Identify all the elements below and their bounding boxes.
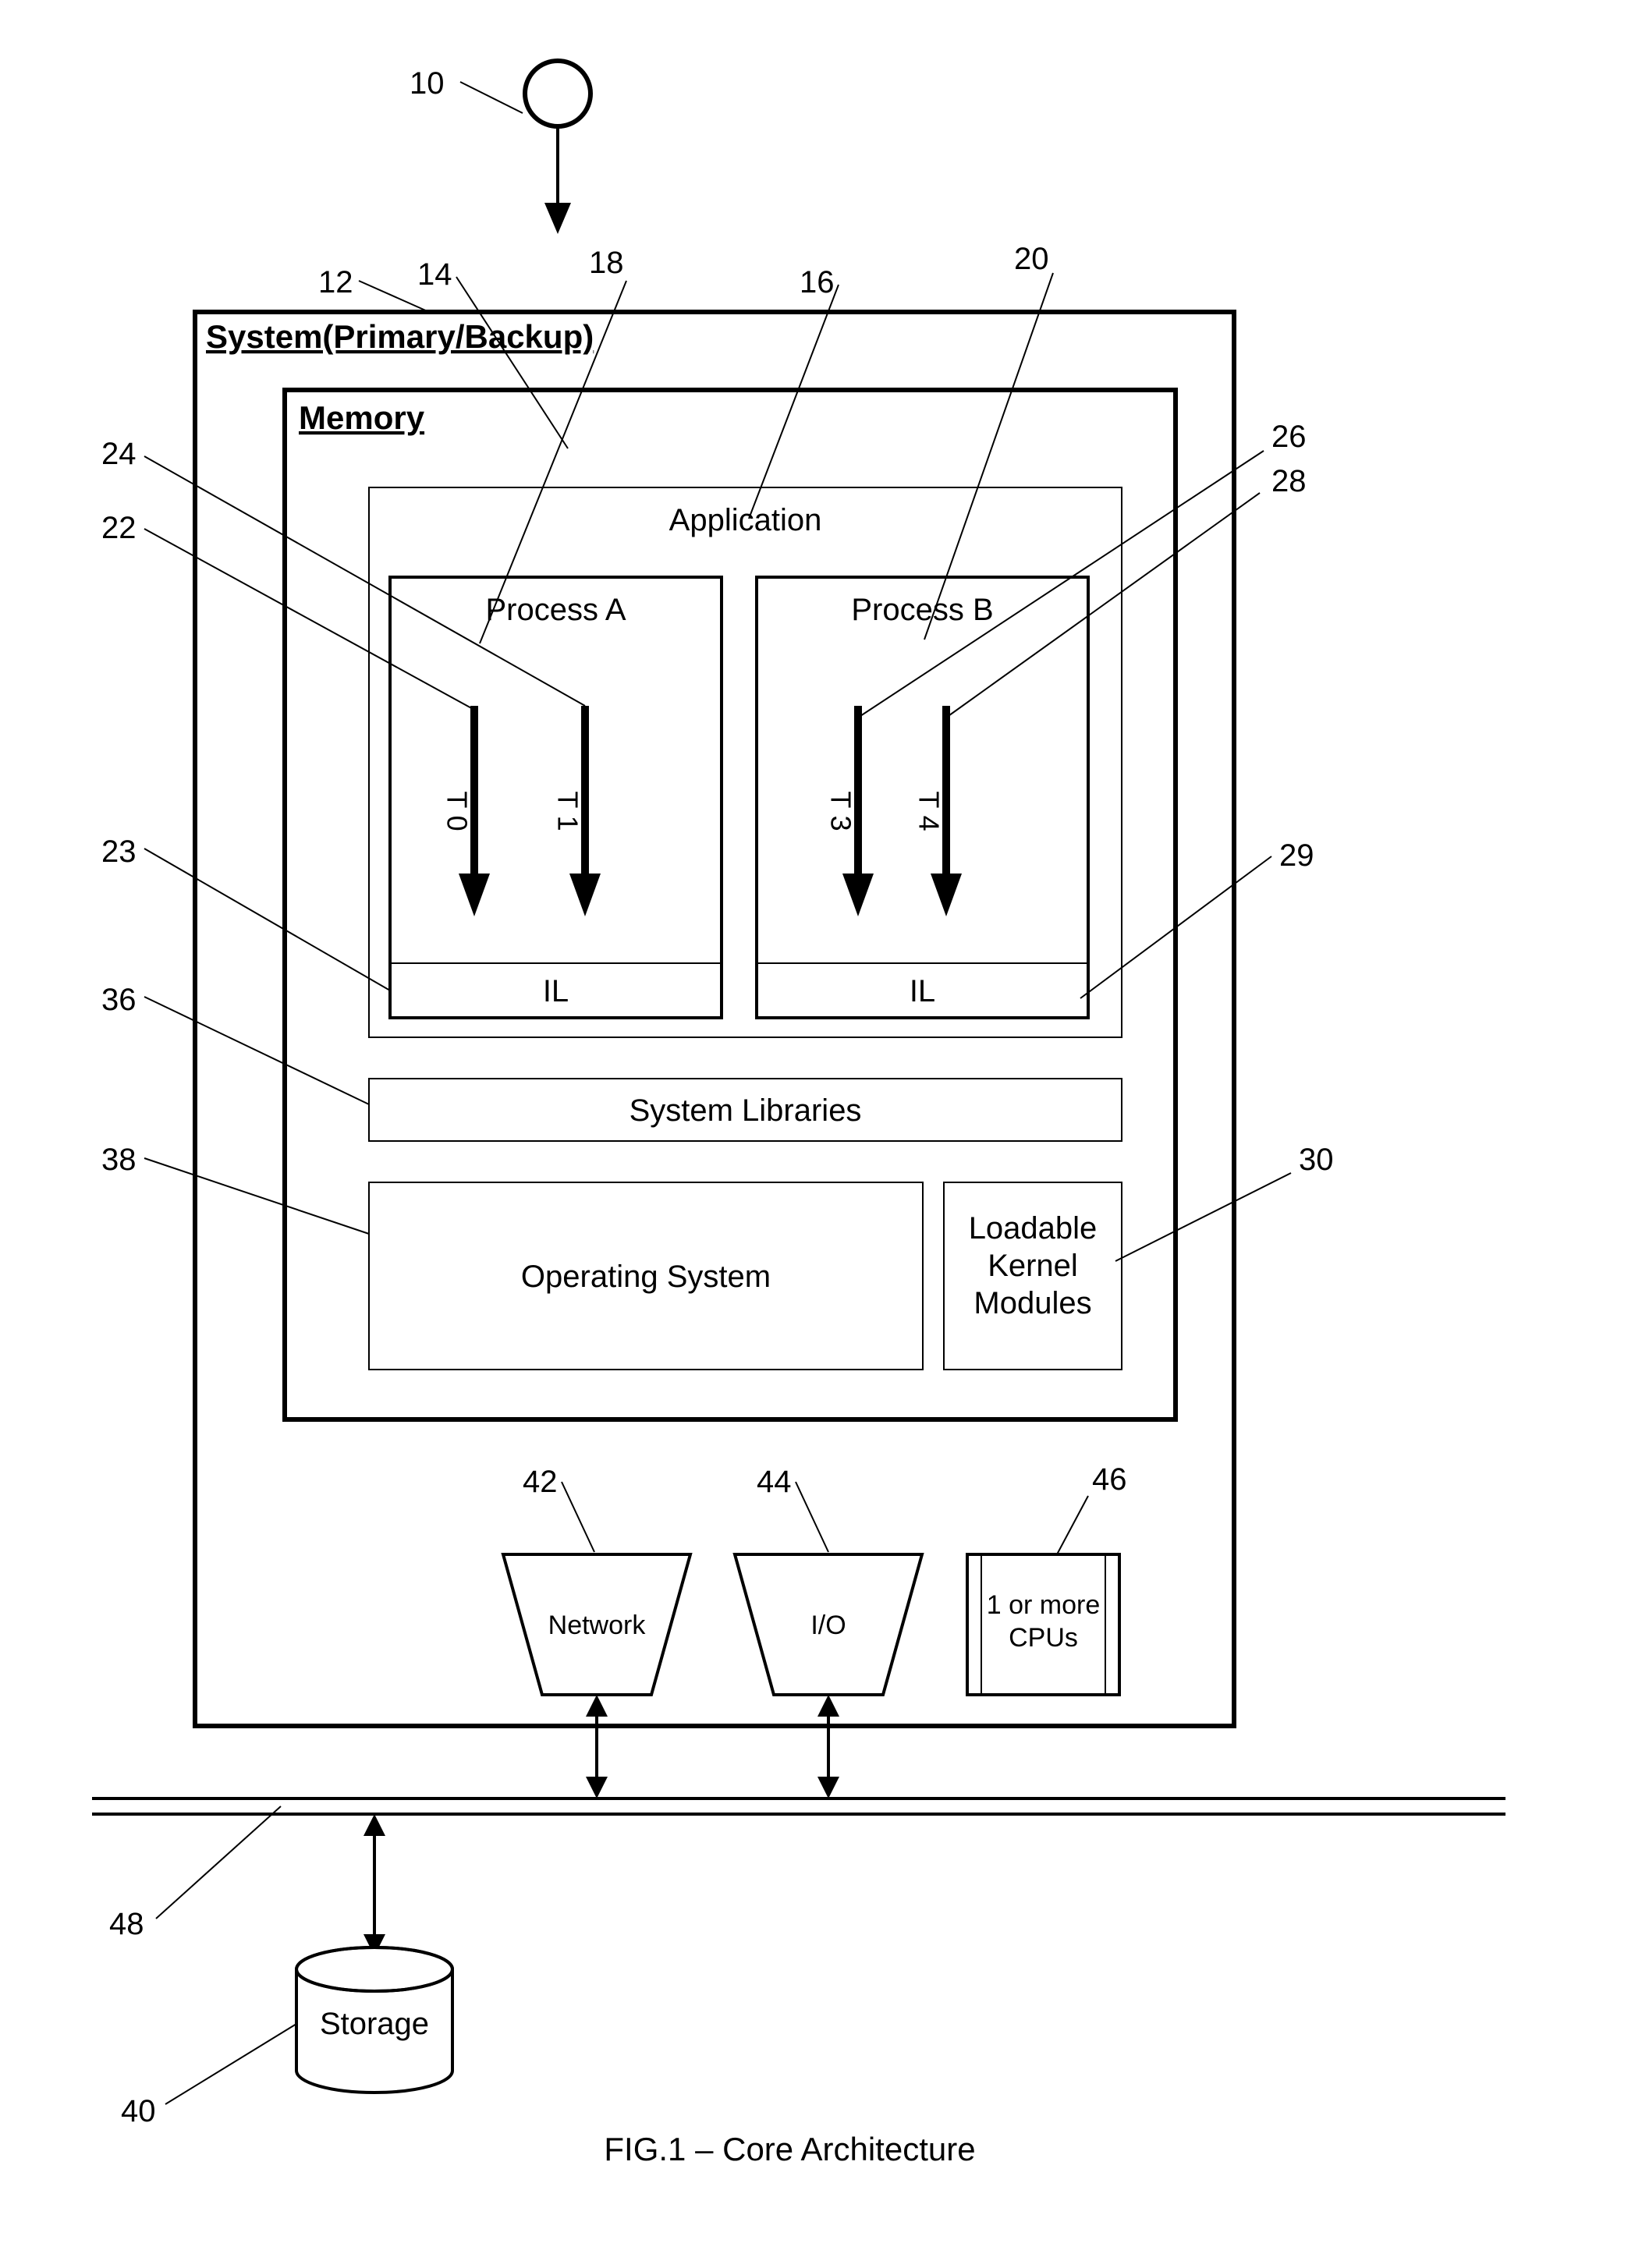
lkm-label-line-0: Loadable [969,1211,1098,1246]
network-label: Network [548,1611,647,1640]
io-label: I/O [810,1611,846,1640]
callout-23: 23 [101,835,137,869]
callout-12: 12 [318,265,353,299]
thread-t3: T 3 [825,791,857,831]
storage-label: Storage [320,2007,429,2041]
system-libraries-label: System Libraries [629,1093,862,1128]
memory-title: Memory [299,399,425,436]
callout-46: 46 [1092,1462,1127,1497]
callout-36: 36 [101,983,137,1017]
app-box [369,487,1122,1037]
callout-10: 10 [410,66,445,101]
callout-18: 18 [589,246,624,280]
application-title: Application [669,503,822,537]
ilA-label: IL [543,974,569,1008]
thread-t1: T 1 [552,791,584,831]
thread-t4: T 4 [913,791,945,831]
cpus-label-line-0: 1 or more [987,1590,1101,1620]
system-title: System(Primary/Backup) [206,318,594,355]
ilB-label: IL [910,974,935,1008]
process-b-title: Process B [851,593,993,627]
callout-29: 29 [1279,838,1314,873]
callout-48: 48 [109,1907,144,1941]
callout-42: 42 [523,1465,558,1499]
callout-14: 14 [417,257,452,292]
callout-16: 16 [800,265,835,299]
callout-38: 38 [101,1143,137,1177]
callout-30: 30 [1299,1143,1334,1177]
callout-22: 22 [101,511,137,545]
user-entry-circle [525,61,590,126]
cpus-label-line-1: CPUs [1009,1623,1078,1653]
figure-caption: FIG.1 – Core Architecture [604,2131,975,2167]
thread-t0: T 0 [442,791,473,831]
callout-28: 28 [1271,464,1307,498]
callout-20: 20 [1014,242,1049,276]
lkm-label-line-2: Modules [973,1286,1091,1320]
callout-26: 26 [1271,420,1307,454]
process-a-title: Process A [485,593,626,627]
callout-40: 40 [121,2094,156,2128]
lkm-label-line-1: Kernel [988,1249,1078,1283]
callout-44: 44 [757,1465,792,1499]
callout-24: 24 [101,437,137,471]
operating-system-label: Operating System [521,1260,771,1294]
